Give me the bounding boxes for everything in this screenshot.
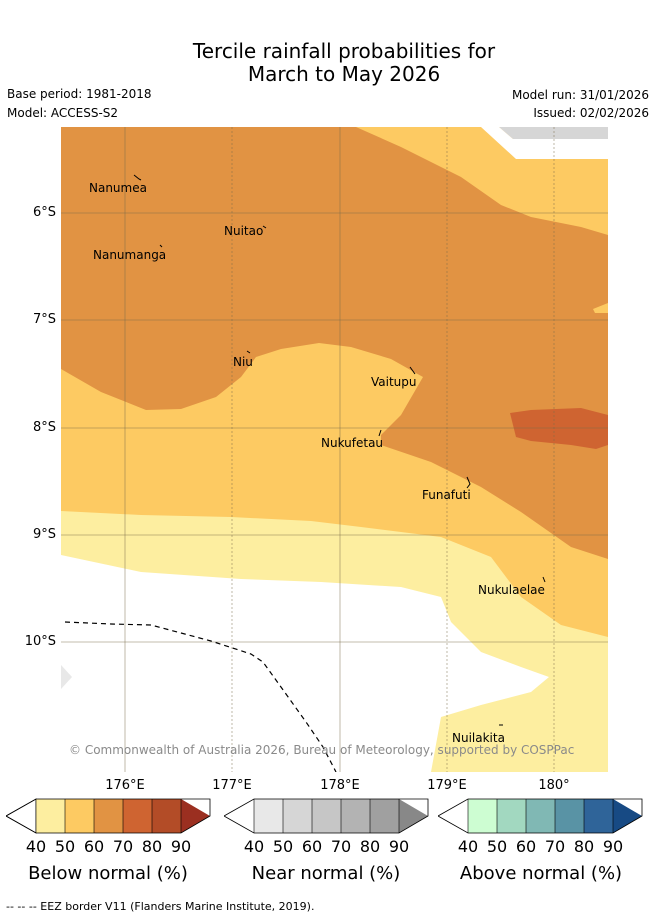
- no-signal-region: [61, 555, 549, 772]
- lat-gridlines: [61, 212, 608, 643]
- colorbar-above-dividers: [467, 799, 614, 833]
- base-period: Base period: 1981-2018: [7, 87, 152, 101]
- lat-label-6s: 6°S: [32, 205, 56, 220]
- colorbar-below-title: Below normal (%): [28, 863, 188, 884]
- lon-label-177e: 177°E: [212, 778, 252, 793]
- colorbar-above-swatch-2: [526, 799, 555, 833]
- colorbar-above-title: Above normal (%): [459, 863, 623, 884]
- colorbar-above-min-arrow: [438, 799, 468, 833]
- island-marks: [133, 174, 546, 726]
- colorbar-above-tick-80: 80: [573, 837, 595, 856]
- eez-border: [64, 621, 337, 772]
- colorbar-near-tick-70: 70: [330, 837, 352, 856]
- colorbar-near-tick-90: 90: [388, 837, 410, 856]
- colorbar-above-tick-70: 70: [544, 837, 566, 856]
- colorbar-below-tick-90: 90: [170, 837, 192, 856]
- colorbar-below-tick-60: 60: [83, 837, 105, 856]
- colorbar-below-swatch-0: [36, 799, 65, 833]
- colorbar-below-swatch-3: [123, 799, 152, 833]
- colorbar-near-tick-50: 50: [272, 837, 294, 856]
- lon-gridlines: [124, 127, 555, 772]
- map-area: [61, 127, 608, 772]
- colorbar-above-tick-60: 60: [515, 837, 537, 856]
- lat-label-10s: 10°S: [24, 634, 56, 649]
- colorbar-above-tick-90: 90: [602, 837, 624, 856]
- colorbar-above-swatch-3: [555, 799, 584, 833]
- colorbar-near-tick-60: 60: [301, 837, 323, 856]
- colorbar-above-swatch-1: [497, 799, 526, 833]
- colorbar-near-dividers: [253, 799, 400, 833]
- no-signal-gap: [481, 127, 608, 159]
- colorbar-below-max-arrow: [181, 799, 210, 833]
- lon-label-178e: 178°E: [320, 778, 360, 793]
- island-mark-niu: [246, 350, 251, 354]
- lon-label-179e: 179°E: [427, 778, 467, 793]
- island-mark-nukufetau: [378, 429, 382, 437]
- below-60-region: [61, 127, 608, 559]
- model-run: Model run: 31/01/2026: [511, 88, 649, 102]
- map-title: Tercile rainfall probabilities for March…: [0, 40, 655, 86]
- colorbar-above-max-arrow: [613, 799, 642, 833]
- colorbar-below-swatch-1: [65, 799, 94, 833]
- colorbar-below-tick-40: 40: [25, 837, 47, 856]
- lat-label-9s: 9°S: [32, 527, 56, 542]
- model-name: Model: ACCESS-S2: [7, 106, 119, 120]
- colorbar-near-swatch-4: [370, 799, 399, 833]
- colorbar-near-title: Near normal (%): [251, 863, 401, 884]
- lon-label-176e: 176°E: [105, 778, 145, 793]
- eez-legend-line: -- --: [6, 900, 29, 913]
- colorbar-near-tick-80: 80: [359, 837, 381, 856]
- near-normal-patch: [499, 127, 608, 139]
- place-label-nuitao: Nuitao: [224, 224, 264, 238]
- island-mark-nanumanga: [159, 244, 163, 248]
- lon-label-180: 180°: [538, 778, 570, 793]
- colorbar-below-tick-80: 80: [141, 837, 163, 856]
- colorbar-near-swatch-1: [283, 799, 312, 833]
- colorbar-near: [224, 798, 429, 834]
- place-label-nuilakita: Nuilakita: [452, 731, 505, 745]
- colorbar-below-min-arrow: [6, 798, 37, 834]
- colorbar-below-tick-50: 50: [54, 837, 76, 856]
- colorbar-below-tick-70: 70: [112, 837, 134, 856]
- colorbar-near-min-arrow: [224, 799, 254, 833]
- island-mark-funafuti: [466, 476, 471, 489]
- colorbar-above-swatch-0: [468, 799, 497, 833]
- colorbar-below-swatch-4: [152, 799, 181, 833]
- issued-date: Issued: 02/02/2026: [533, 106, 649, 120]
- below-50-blob: [593, 303, 608, 313]
- colorbar-near-swatch-0: [254, 799, 283, 833]
- eez-legend-text: -- EEZ border V11 (Flanders Marine Insti…: [28, 900, 315, 913]
- colorbar-above-swatch-4: [584, 799, 613, 833]
- island-mark-nuitao: [262, 225, 267, 229]
- place-label-nukufetau: Nukufetau: [321, 436, 384, 450]
- colorbar-below: [6, 798, 211, 834]
- lat-label-8s: 8°S: [32, 420, 56, 435]
- colorbar-above: [438, 798, 643, 834]
- eez-legend: -- -- -- EEZ border V11 (Flanders Marine…: [6, 900, 314, 913]
- place-label-vaitupu: Vaitupu: [371, 375, 417, 389]
- copyright-notice: © Commonwealth of Australia 2026, Bureau…: [69, 743, 575, 757]
- island-mark-nukulaelae: [542, 576, 546, 583]
- colorbar-near-swatch-2: [312, 799, 341, 833]
- map-title-line-1: Tercile rainfall probabilities for: [192, 39, 496, 63]
- place-label-nanumea: Nanumea: [89, 181, 147, 195]
- colorbar-above-tick-50: 50: [486, 837, 508, 856]
- map-canvas: [61, 127, 608, 772]
- island-mark-vaitupu: [409, 366, 416, 375]
- colorbar-near-max-arrow: [399, 799, 428, 833]
- place-label-funafuti: Funafuti: [422, 488, 471, 502]
- near-normal-marker: [61, 665, 72, 689]
- lat-label-7s: 7°S: [32, 312, 56, 327]
- map-title-line-2: March to May 2026: [247, 62, 441, 86]
- colorbar-below-dividers: [35, 799, 182, 833]
- place-label-nanumanga: Nanumanga: [93, 248, 167, 262]
- island-mark-nanumea: [133, 174, 142, 181]
- place-label-nukulaelae: Nukulaelae: [478, 583, 545, 597]
- colorbar-near-swatch-3: [341, 799, 370, 833]
- below-70-region: [510, 408, 608, 449]
- colorbar-below-swatch-2: [94, 799, 123, 833]
- colorbar-near-tick-40: 40: [243, 837, 265, 856]
- colorbar-above-tick-40: 40: [457, 837, 479, 856]
- place-label-niu: Niu: [233, 355, 253, 369]
